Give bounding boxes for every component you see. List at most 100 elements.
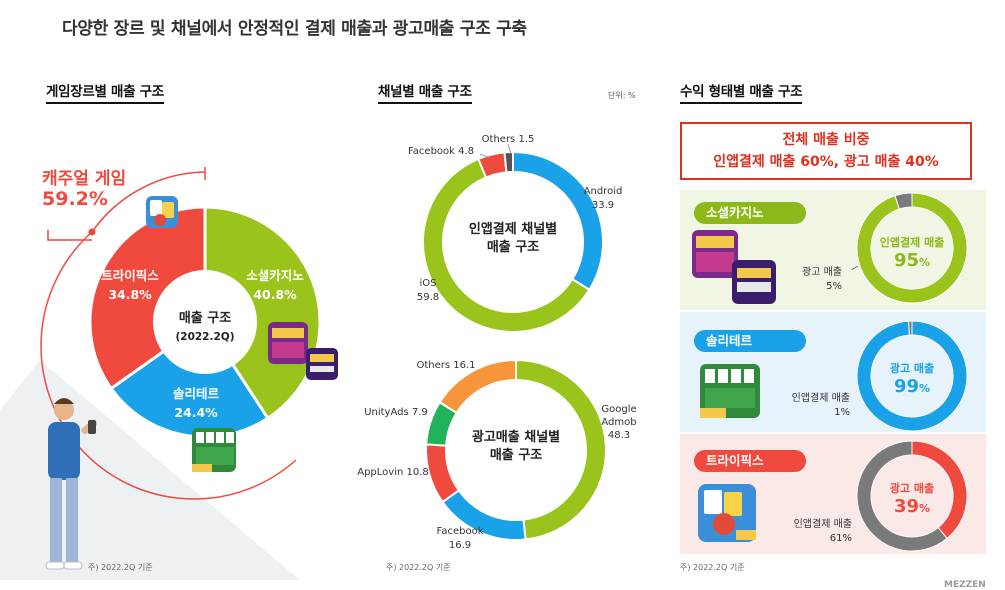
slice-label-solitaire-name: 솔리테르 <box>173 386 220 401</box>
ad-slice-applovin <box>425 443 461 504</box>
summary-line1: 전체 매출 비중 <box>782 132 870 148</box>
row2-main-slice <box>856 320 968 432</box>
iap-channel-donut <box>422 150 604 333</box>
ad-center-line2: 매출 구조 <box>490 447 542 463</box>
casual-leader-line <box>47 230 92 241</box>
person-illustration <box>45 398 98 570</box>
row1-donut-ring <box>856 192 968 304</box>
row2-donut-ring <box>856 320 968 432</box>
iap-label-ios-name: iOS <box>420 278 437 289</box>
genre-center-sub: (2022.2Q) <box>175 331 234 343</box>
pill-tripeaks: 트라이픽스 <box>694 450 806 472</box>
genre-pie-center <box>153 270 257 374</box>
row3-main-value: 39% <box>852 496 972 517</box>
ad-label-google-line2: Admob <box>601 417 636 428</box>
summary-line2: 인앱결제 매출 60%, 광고 매출 40% <box>713 154 939 170</box>
row2-main-value: 99% <box>852 376 972 397</box>
iap-leader-others <box>507 143 512 155</box>
row3-donut-ring <box>856 440 968 552</box>
slice-label-tripeaks-value: 34.8% <box>108 287 152 302</box>
casual-game-value: 59.2% <box>42 188 108 210</box>
row1-sub-label: 광고 매출 <box>802 267 842 278</box>
channel-donut-charts: 인앱결제 채널별 매출 구조 Android 33.9 iOS 59.8 Fac… <box>357 134 636 551</box>
iap-label-ios-value: 59.8 <box>417 292 439 303</box>
row2-sub-slice <box>908 320 913 336</box>
unit-label: 단위: % <box>608 91 636 100</box>
footnote-channel: 주) 2022.2Q 기준 <box>386 563 451 572</box>
row1-main-label: 인앱결제 매출 <box>879 236 945 249</box>
casual-bracket-arc <box>91 171 206 233</box>
iap-slice-ios <box>422 157 591 333</box>
row1-leader <box>852 265 859 271</box>
iap-slice-others <box>503 150 514 174</box>
row1-main: 인앱결제 매출 95% <box>852 234 972 271</box>
ad-label-unityads: UnityAds 7.9 <box>364 407 428 418</box>
iap-slice-android <box>512 150 604 292</box>
row3-percent: % <box>919 502 931 515</box>
ad-label-others: Others 16.1 <box>416 360 475 371</box>
iap-label-others: Others 1.5 <box>482 134 535 145</box>
tripeaks-game-icon <box>146 196 178 228</box>
pill-solitaire: 솔리테르 <box>694 330 806 352</box>
iap-label-android-value: 33.9 <box>592 200 614 211</box>
iap-leader-facebook <box>479 153 491 159</box>
row1-donut <box>852 192 968 304</box>
iap-center-line1: 인앱결제 채널별 <box>469 221 557 237</box>
row2-solitaire-icon <box>700 364 760 418</box>
row1-main-number: 95 <box>893 250 920 271</box>
page-title: 다양한 장르 및 채널에서 안정적인 결제 매출과 광고매출 구조 구축 <box>62 19 527 39</box>
row1-sub-slice <box>894 192 913 210</box>
slice-label-solitaire-value: 24.4% <box>174 405 218 420</box>
row3-sub-label: 인앱결제 매출 <box>793 519 852 530</box>
row3-sub: 인앱결제 매출 61% <box>770 518 852 546</box>
ad-channel-donut <box>425 358 607 541</box>
row3-main-number: 39 <box>893 496 920 517</box>
row1-main-slice <box>856 192 968 304</box>
ad-label-facebook-name: Facebook <box>437 526 484 537</box>
row2-sub: 인앱결제 매출 1% <box>770 392 850 420</box>
row3-main: 광고 매출 39% <box>852 480 972 517</box>
row1-percent: % <box>919 256 931 269</box>
slice-label-tripeaks-name: 트라이픽스 <box>101 268 159 283</box>
genre-center-label: 매출 구조 <box>179 310 231 326</box>
row1-slots-icon <box>692 230 776 304</box>
row1-sub-value: 5% <box>826 281 842 292</box>
ad-label-applovin: AppLovin 10.8 <box>357 467 429 478</box>
iap-center-line2: 매출 구조 <box>487 239 539 255</box>
channel-section-title: 채널별 매출 구조 <box>378 80 472 104</box>
footnote-revenue: 주) 2022.2Q 기준 <box>680 563 745 572</box>
row3-sub-value: 61% <box>829 533 852 544</box>
ad-label-facebook-value: 16.9 <box>449 540 471 551</box>
row1-sub: 광고 매출 5% <box>772 266 842 294</box>
iap-label-facebook: Facebook 4.8 <box>408 146 474 157</box>
revenue-section-title: 수익 형태별 매출 구조 <box>680 80 803 104</box>
ad-label-google-line1: Google <box>601 404 636 415</box>
row2-percent: % <box>919 382 931 395</box>
row3-main-label: 광고 매출 <box>889 482 935 495</box>
ad-center-line1: 광고매출 채널별 <box>472 429 560 445</box>
iap-label-android-name: Android <box>584 186 623 197</box>
brand-logo: MEZZEN <box>944 580 986 590</box>
summary-box: 전체 매출 비중 인앱결제 매출 60%, 광고 매출 40% <box>680 122 972 180</box>
ad-slice-others <box>438 358 517 415</box>
row3-sub-slice <box>856 440 948 552</box>
slice-label-social-casino-name: 소셜카지노 <box>246 268 304 283</box>
genre-pie-chart: 매출 구조 (2022.2Q) 소셜카지노 40.8% 트라이픽스 34.8% … <box>0 167 338 580</box>
row2-main: 광고 매출 99% <box>852 360 972 397</box>
casual-bracket-arc-lower <box>40 231 297 500</box>
row2-sub-value: 1% <box>834 407 850 418</box>
row2-main-number: 99 <box>893 376 920 397</box>
casual-game-label: 캐주얼 게임 <box>42 169 127 189</box>
pill-social-casino: 소셜카지노 <box>694 202 806 224</box>
row3-tripeaks-icon <box>698 484 756 542</box>
solitaire-game-icon <box>192 428 236 472</box>
row2-main-label: 광고 매출 <box>889 362 935 375</box>
genre-section-title: 게임장르별 매출 구조 <box>46 80 164 104</box>
slots-game-icon <box>268 322 338 380</box>
casual-bracket-dot <box>88 228 96 236</box>
row3-donut <box>856 440 968 552</box>
row2-donut <box>856 320 968 432</box>
slice-label-social-casino-value: 40.8% <box>253 287 297 302</box>
row1-main-value: 95% <box>852 250 972 271</box>
slice-solitaire <box>109 319 270 439</box>
